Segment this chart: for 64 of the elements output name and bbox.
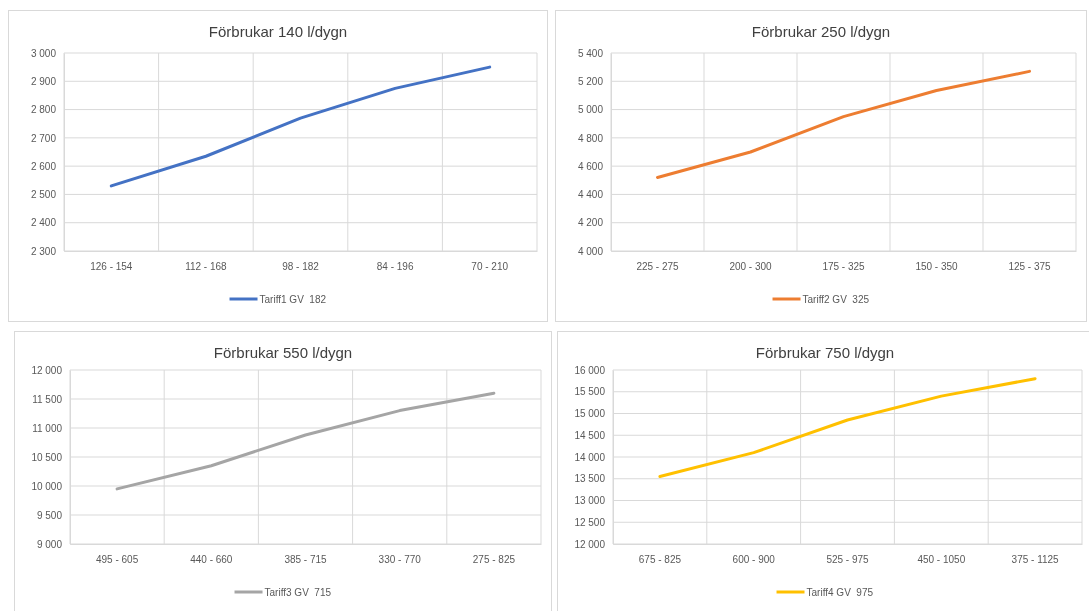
- line-series: [658, 377, 1037, 479]
- y-tick-label: 5 400: [577, 47, 604, 59]
- y-tick-label: 2 700: [30, 132, 57, 144]
- x-tick-label: 450 - 1050: [917, 554, 966, 566]
- y-tick-label: 15 000: [574, 408, 606, 420]
- y-tick-label: 2 300: [30, 245, 57, 257]
- x-tick-label: 385 - 715: [284, 554, 328, 566]
- chart-title: Förbrukar 140 l/dygn: [208, 23, 348, 40]
- y-tick-label: 5 200: [577, 75, 604, 87]
- y-tick-label: 10 500: [31, 451, 63, 463]
- x-tick-label: 98 - 182: [282, 261, 320, 273]
- x-tick-label: 440 - 660: [190, 554, 233, 566]
- y-tick-label: 11 500: [32, 393, 63, 405]
- y-tick-label: 12 500: [574, 516, 606, 528]
- y-tick-label: 2 900: [30, 75, 57, 87]
- x-tick-label: 84 - 196: [376, 261, 414, 273]
- x-tick-label: 70 - 210: [471, 261, 509, 273]
- x-tick-label: 275 - 825: [472, 554, 516, 566]
- x-tick-label: 200 - 300: [729, 261, 773, 273]
- legend-label: Tariff2 GV 325: [802, 294, 870, 305]
- x-tick-label: 495 - 605: [95, 554, 139, 566]
- y-tick-label: 15 500: [574, 386, 606, 398]
- x-tick-label: 125 - 375: [1008, 261, 1052, 273]
- y-tick-label: 9 500: [36, 509, 63, 521]
- line-series: [115, 391, 496, 491]
- y-tick-label: 14 500: [574, 429, 606, 441]
- y-tick-label: 13 500: [574, 473, 606, 485]
- x-tick-label: 525 - 975: [826, 554, 870, 566]
- y-tick-label: 4 000: [577, 245, 604, 257]
- y-tick-label: 14 000: [574, 451, 606, 463]
- chart-title: Förbrukar 750 l/dygn: [755, 344, 895, 361]
- x-tick-label: 375 - 1125: [1011, 554, 1060, 566]
- x-tick-label: 150 - 350: [915, 261, 959, 273]
- chart-title: Förbrukar 550 l/dygn: [213, 344, 353, 361]
- y-tick-label: 4 400: [577, 189, 604, 201]
- y-tick-label: 2 800: [30, 104, 57, 116]
- x-tick-label: 112 - 168: [185, 261, 228, 273]
- y-tick-label: 2 400: [30, 217, 57, 229]
- y-tick-label: 3 000: [30, 47, 57, 59]
- y-tick-label: 11 000: [32, 422, 63, 434]
- legend-label: Tariff4 GV 975: [806, 587, 874, 598]
- y-tick-label: 2 500: [30, 189, 57, 201]
- x-tick-label: 175 - 325: [822, 261, 866, 273]
- x-tick-label: 126 - 154: [90, 261, 133, 273]
- line-series: [656, 69, 1031, 179]
- legend-label: Tariff3 GV 715: [264, 587, 332, 598]
- y-tick-label: 12 000: [574, 538, 606, 550]
- x-tick-label: 225 - 275: [636, 261, 680, 273]
- y-tick-label: 16 000: [574, 364, 606, 376]
- y-tick-label: 4 600: [577, 160, 604, 172]
- y-tick-label: 4 200: [577, 217, 604, 229]
- y-tick-label: 10 000: [31, 480, 63, 492]
- y-tick-label: 4 800: [577, 132, 604, 144]
- x-tick-label: 600 - 900: [732, 554, 776, 566]
- y-tick-label: 9 000: [36, 538, 63, 550]
- y-tick-label: 5 000: [577, 104, 604, 116]
- y-tick-label: 13 000: [574, 495, 606, 507]
- line-series: [109, 65, 492, 188]
- y-tick-label: 2 600: [30, 160, 57, 172]
- chart-title: Förbrukar 250 l/dygn: [751, 23, 891, 40]
- x-tick-label: 675 - 825: [638, 554, 682, 566]
- y-tick-label: 12 000: [31, 364, 63, 376]
- legend-label: Tariff1 GV 182: [259, 294, 327, 305]
- x-tick-label: 330 - 770: [378, 554, 422, 566]
